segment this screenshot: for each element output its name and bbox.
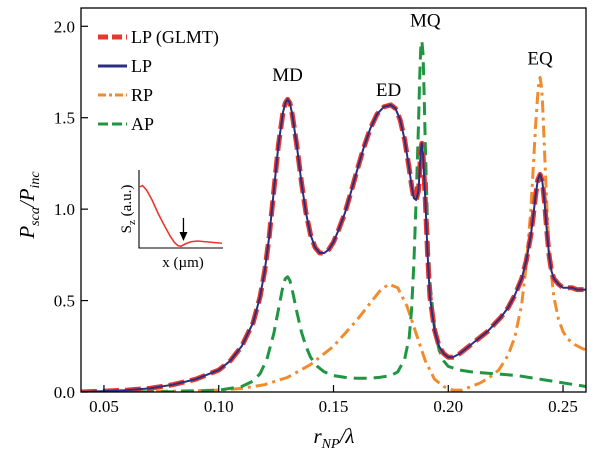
x-tick-label: 0.25 (548, 397, 578, 416)
inset-y-label: Sz (a.u.) (119, 185, 138, 234)
legend-label: RP (131, 85, 153, 105)
y-tick-label: 1.5 (54, 109, 75, 128)
x-axis: 0.05 0.10 0.15 0.20 0.25 (89, 385, 578, 416)
inset-arrow-head (179, 232, 188, 241)
series-line-lp (81, 98, 586, 392)
inset-curve (139, 184, 223, 248)
plot-lines (81, 39, 586, 392)
legend: LP (GLMT) LP RP AP (98, 27, 219, 134)
x-tick-label: 0.10 (204, 397, 234, 416)
peak-label-md: MD (272, 65, 303, 86)
peak-labels: MD ED MQ EQ (272, 10, 553, 100)
peak-label-mq: MQ (410, 10, 441, 31)
y-tick-label: 0.5 (54, 292, 75, 311)
legend-label: LP (GLMT) (131, 27, 219, 48)
x-tick-label: 0.05 (89, 397, 119, 416)
y-tick-label: 1.0 (54, 200, 75, 219)
legend-label: AP (131, 114, 154, 134)
x-axis-title: rNP/λ (313, 424, 354, 452)
inset-x-label: x (µm) (162, 255, 204, 271)
y-tick-label: 2.0 (54, 17, 75, 36)
legend-label: LP (131, 56, 152, 76)
x-tick-label: 0.15 (319, 397, 349, 416)
inset-field-profile: x (µm) Sz (a.u.) (119, 170, 223, 271)
peak-label-eq: EQ (527, 49, 553, 70)
y-axis: 0.0 0.5 1.0 1.5 2.0 (54, 17, 88, 402)
inset-axes (138, 170, 223, 249)
x-tick-label: 0.20 (433, 397, 463, 416)
plot-frame (80, 7, 587, 393)
peak-label-ed: ED (376, 80, 401, 101)
y-tick-label: 0.0 (54, 383, 75, 402)
series-line-ap (81, 39, 586, 392)
series-line-rp (81, 75, 586, 392)
y-axis-title: Psca/Pinc (15, 171, 43, 240)
